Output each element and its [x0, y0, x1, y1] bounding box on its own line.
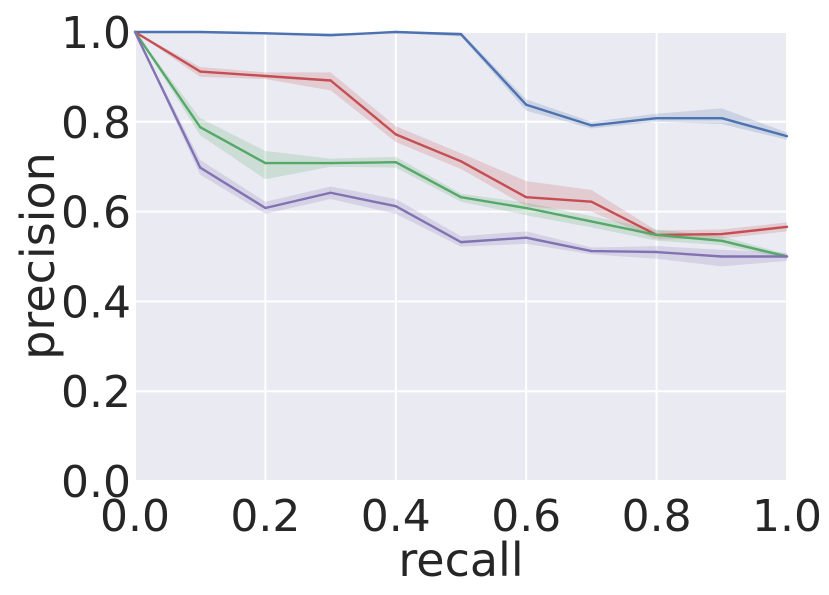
y-tick-label-1: 0.2 — [61, 367, 131, 418]
y-tick-label-2: 0.4 — [61, 277, 131, 328]
x-tick-labels: 0.0 0.2 0.4 0.6 0.8 1.0 — [100, 491, 822, 542]
point-series-2-6 — [525, 196, 528, 199]
point-series-1-8 — [655, 117, 658, 120]
point-series-4-10 — [785, 255, 789, 258]
y-axis-label: precision — [11, 152, 65, 360]
point-series-1-1 — [199, 30, 202, 34]
grid — [134, 31, 788, 482]
x-tick-label-5: 1.0 — [752, 491, 822, 542]
x-tick-label-0: 0.0 — [100, 491, 170, 542]
point-series-4-2 — [264, 206, 267, 210]
point-series-1-5 — [459, 33, 463, 36]
series-lines — [133, 30, 789, 258]
point-series-2-10 — [785, 225, 789, 229]
x-axis-label: recall — [398, 533, 523, 587]
point-series-3-4 — [394, 161, 397, 164]
point-series-2-5 — [459, 160, 463, 163]
point-series-2-3 — [329, 79, 332, 82]
point-series-3-2 — [264, 161, 267, 165]
y-tick-labels: 0.0 0.2 0.4 0.6 0.8 1.0 — [61, 8, 131, 508]
confidence-bands — [135, 32, 787, 267]
point-series-1-4 — [394, 30, 397, 34]
point-series-3-5 — [459, 196, 463, 199]
point-series-4-4 — [394, 205, 397, 208]
x-tick-label-4: 0.8 — [622, 491, 692, 542]
point-series-1-3 — [329, 33, 332, 37]
point-series-3-3 — [329, 161, 332, 165]
x-tick-label-1: 0.2 — [230, 491, 300, 542]
point-series-1-2 — [264, 32, 267, 35]
y-tick-label-0: 0.0 — [61, 457, 131, 508]
point-series-4-3 — [329, 191, 332, 194]
point-series-3-1 — [199, 125, 202, 129]
point-series-4-1 — [199, 166, 202, 169]
point-series-1-7 — [590, 124, 593, 127]
point-series-4-9 — [720, 255, 723, 258]
point-series-2-2 — [264, 74, 267, 78]
y-tick-label-4: 0.8 — [61, 98, 131, 149]
point-series-2-7 — [590, 200, 593, 203]
point-series-4-7 — [590, 249, 593, 253]
point-series-4-0 — [133, 30, 137, 34]
point-series-3-7 — [590, 220, 593, 223]
point-series-4-5 — [459, 240, 463, 244]
band-series-2 — [135, 32, 787, 240]
y-tick-label-3: 0.6 — [61, 188, 131, 239]
point-series-1-9 — [720, 117, 723, 120]
x-tick-label-3: 0.6 — [491, 491, 561, 542]
point-series-1-6 — [525, 103, 528, 106]
point-series-2-9 — [720, 232, 723, 236]
point-series-3-9 — [720, 239, 723, 242]
y-tick-label-5: 1.0 — [61, 8, 131, 59]
point-series-3-6 — [525, 206, 528, 210]
point-series-2-1 — [199, 70, 202, 73]
point-series-4-6 — [525, 236, 528, 239]
point-series-3-8 — [655, 233, 658, 237]
x-tick-label-2: 0.4 — [361, 491, 431, 542]
point-series-1-10 — [785, 134, 789, 138]
plot-background — [135, 32, 787, 481]
point-series-2-4 — [394, 133, 397, 136]
point-series-4-8 — [655, 250, 658, 254]
